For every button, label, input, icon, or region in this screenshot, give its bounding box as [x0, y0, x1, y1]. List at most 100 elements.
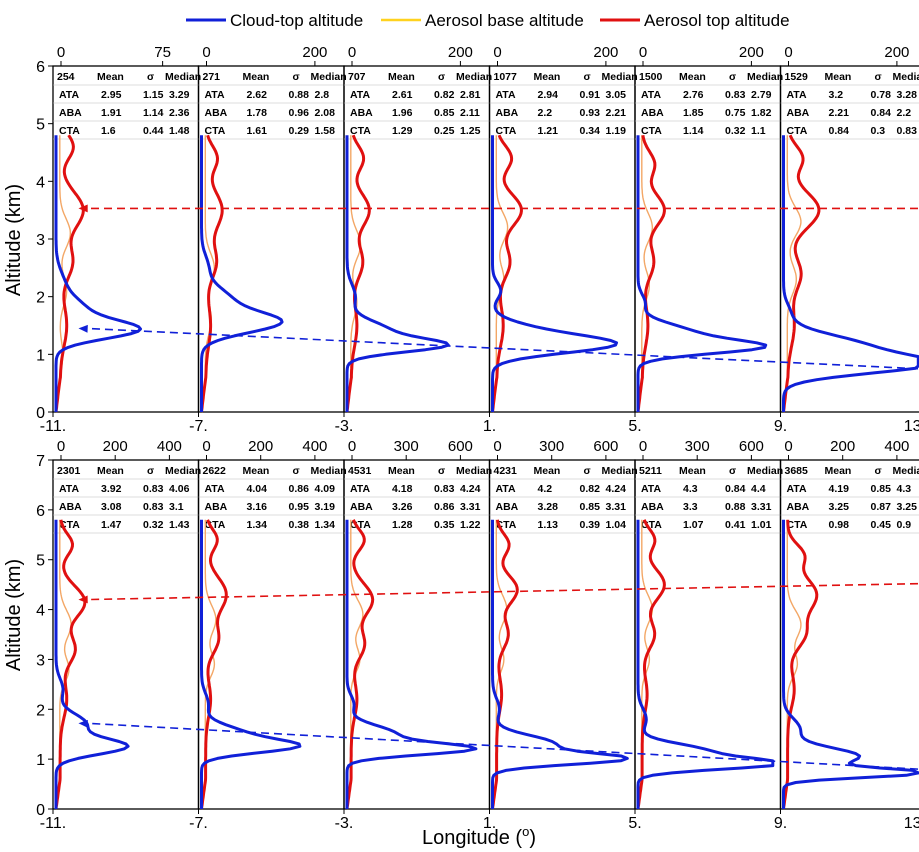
table-cell: 0.82: [434, 89, 455, 101]
top-tick-label: 0: [348, 438, 356, 455]
table-cell: 3.08: [101, 501, 122, 513]
series-cloud-top: [782, 519, 919, 809]
table-count: 1529: [785, 71, 809, 83]
table-cell: 2.81: [460, 89, 481, 101]
table-cell: 0.84: [725, 483, 746, 495]
table-cell: 3.28: [897, 89, 918, 101]
top-tick-label: 200: [593, 44, 618, 61]
series-aerosol-top: [200, 134, 224, 413]
top-tick-label: 0: [784, 44, 792, 61]
top-tick-label: 600: [593, 438, 618, 455]
table-cell: 0.84: [871, 107, 892, 119]
table-cell: 0.91: [580, 89, 601, 101]
table-cell: 3.05: [606, 89, 627, 101]
table-cell: 4.4: [751, 483, 766, 495]
table-cell: 1.07: [683, 519, 704, 531]
series-cloud-top: [491, 135, 618, 412]
table-cell: 3.3: [683, 501, 698, 513]
table-count: 254: [57, 71, 75, 83]
x-tick-label: 1.: [483, 815, 496, 832]
table-cell: ATA: [59, 483, 79, 495]
table-cell: 2.76: [683, 89, 704, 101]
table-cell: ABA: [350, 501, 373, 513]
table-cell: ABA: [350, 107, 373, 119]
table-header: Mean: [388, 465, 415, 477]
table-header: σ: [584, 71, 591, 83]
series-aerosol-top: [782, 134, 821, 413]
table-cell: 1.78: [247, 107, 268, 119]
panel-frame: [779, 65, 919, 413]
table-cell: 1.34: [315, 519, 336, 531]
panel: 0 200 400 2301 Mean σ Median ATA 3.92 0.83 4.06 ABA…: [52, 438, 201, 810]
table-header: Mean: [534, 71, 561, 83]
table-cell: ATA: [496, 89, 516, 101]
table-cell: CTA: [787, 519, 808, 531]
top-tick-label: 600: [739, 438, 764, 455]
table-cell: 0.25: [434, 125, 455, 137]
top-tick-label: 400: [157, 438, 182, 455]
table-cell: 0.78: [871, 89, 892, 101]
table-cell: 1.28: [392, 519, 413, 531]
series-cloud-top: [491, 519, 629, 809]
table-cell: 1.48: [169, 125, 190, 137]
x-tick-label: -11.: [40, 418, 66, 435]
table-cell: CTA: [496, 125, 517, 137]
table-header: Mean: [243, 465, 270, 477]
table-cell: 3.25: [897, 501, 918, 513]
table-cell: 0.38: [289, 519, 310, 531]
table-header: Mean: [243, 71, 270, 83]
table-cell: 0.85: [434, 107, 455, 119]
table-header: Mean: [825, 465, 852, 477]
table-cell: 1.19: [606, 125, 627, 137]
trend-arrow-head: [78, 719, 88, 728]
table-cell: 4.3: [897, 483, 912, 495]
x-axis-label-text: Longitude (: [422, 827, 522, 849]
table-header: Median: [893, 71, 919, 83]
table-header: Median: [893, 465, 919, 477]
series-cloud-top: [345, 135, 450, 412]
table-header: σ: [875, 71, 882, 83]
table-cell: 1.22: [460, 519, 481, 531]
y-tick-label: 0: [36, 405, 45, 422]
table-cell: 1.43: [169, 519, 190, 531]
top-tick-label: 0: [57, 44, 65, 61]
table-cell: CTA: [205, 125, 226, 137]
x-axis-label-superscript: o: [522, 824, 529, 839]
x-axis-label: Longitude (o): [422, 824, 536, 849]
table-cell: 0.35: [434, 519, 455, 531]
table-cell: 0.95: [289, 501, 310, 513]
table-cell: 2.11: [460, 107, 480, 119]
table-cell: 0.3: [871, 125, 886, 137]
legend-aerosol-base-label: Aerosol base altitude: [425, 11, 584, 30]
table-cell: 1.14: [143, 107, 164, 119]
x-tick-label: -7.: [189, 815, 208, 832]
table-header: Mean: [534, 465, 561, 477]
table-header: σ: [729, 465, 736, 477]
table-header: σ: [584, 465, 591, 477]
table-cell: CTA: [350, 125, 371, 137]
table-cell: ATA: [787, 89, 807, 101]
trend-arrow-line: [86, 327, 919, 370]
table-cell: ATA: [350, 89, 370, 101]
table-count: 1500: [639, 71, 663, 83]
table-cell: 3.2: [829, 89, 844, 101]
panel: 0 200 271 Mean σ Median ATA 2.62 0.88 2.8 ABA 1.78 0…: [197, 44, 347, 413]
trend-arrow-line: [86, 582, 919, 601]
table-cell: 0.85: [871, 483, 892, 495]
top-tick-label: 75: [154, 44, 171, 61]
table-cell: 2.8: [315, 89, 330, 101]
top-tick-label: 200: [248, 438, 273, 455]
table-cell: 1.15: [143, 89, 164, 101]
table-header: Median: [165, 71, 201, 83]
x-tick-label: -3.: [335, 418, 354, 435]
table-cell: 0.83: [143, 501, 164, 513]
table-cell: 0.96: [289, 107, 310, 119]
table-cell: 4.06: [169, 483, 190, 495]
table-header: Median: [602, 71, 638, 83]
table-cell: 2.95: [101, 89, 122, 101]
y-tick-label: 0: [36, 802, 45, 819]
series-aerosol-top: [54, 134, 85, 413]
table-cell: 1.85: [683, 107, 704, 119]
table-cell: ABA: [205, 107, 228, 119]
